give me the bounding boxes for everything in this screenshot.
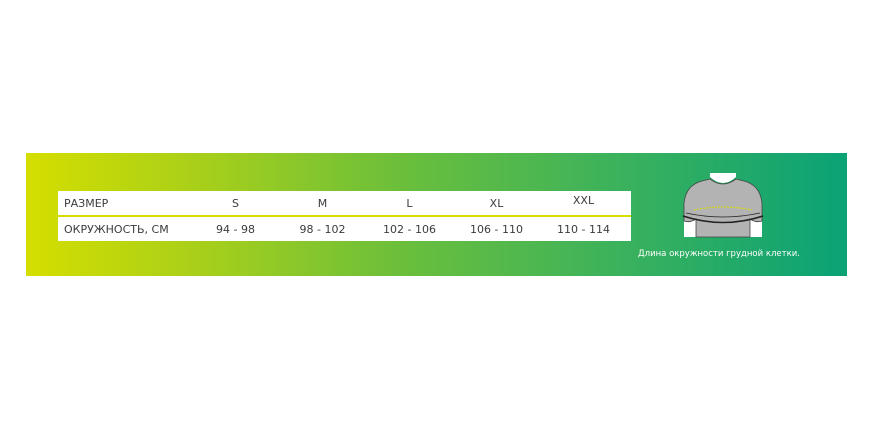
range-m: 98 - 102 xyxy=(299,222,346,236)
size-m: M xyxy=(317,196,328,210)
range-xxl: 110 - 114 xyxy=(557,222,610,236)
size-s: S xyxy=(232,196,239,210)
range-l: 102 - 106 xyxy=(383,222,436,236)
size-l: L xyxy=(406,196,413,210)
torso-chest-measurement-icon xyxy=(678,173,768,243)
chest-label: ОКРУЖНОСТЬ, СМ xyxy=(64,222,169,236)
size-xxl: XXL xyxy=(572,193,595,207)
range-s: 94 - 98 xyxy=(216,222,255,236)
chest-row: ОКРУЖНОСТЬ, СМ 94 - 98 98 - 102 102 - 10… xyxy=(58,215,631,241)
size-row: РАЗМЕР S M L XL XXL xyxy=(58,191,631,215)
chest-caption: Длина окружности грудной клетки. xyxy=(638,249,800,259)
size-table: РАЗМЕР S M L XL XXL ОКРУЖНОСТЬ, СМ 94 - … xyxy=(58,191,631,241)
range-xl: 106 - 110 xyxy=(470,222,523,236)
size-chart-banner: РАЗМЕР S M L XL XXL ОКРУЖНОСТЬ, СМ 94 - … xyxy=(26,153,847,276)
size-header-label: РАЗМЕР xyxy=(64,196,109,210)
size-xl: XL xyxy=(489,196,504,210)
